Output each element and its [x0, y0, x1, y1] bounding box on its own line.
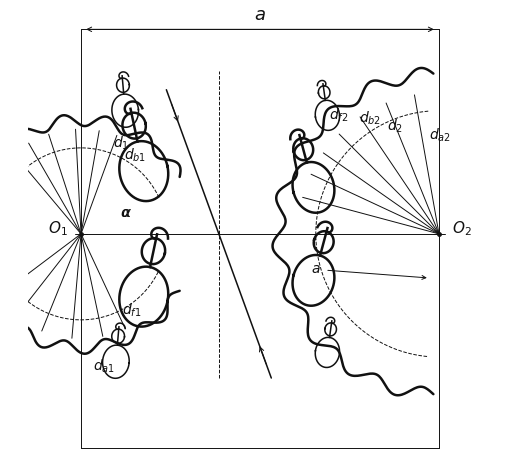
- Text: $a$: $a$: [254, 6, 266, 24]
- Text: $d_{a2}$: $d_{a2}$: [429, 127, 451, 144]
- Text: $O_1$: $O_1$: [48, 219, 68, 238]
- Text: $a$: $a$: [311, 262, 321, 276]
- Text: $d_{b1}$: $d_{b1}$: [124, 147, 147, 164]
- Text: $d_{b2}$: $d_{b2}$: [359, 110, 381, 127]
- Text: $d_{f2}$: $d_{f2}$: [329, 106, 348, 124]
- Text: $d_{a1}$: $d_{a1}$: [93, 358, 114, 375]
- Text: $d_2$: $d_2$: [387, 117, 402, 134]
- Text: $d_1$: $d_1$: [113, 134, 128, 152]
- Text: $\alpha$: $\alpha$: [120, 206, 131, 220]
- Text: $\alpha$: $\alpha$: [121, 206, 132, 220]
- Text: $O_2$: $O_2$: [452, 219, 472, 238]
- Text: $d_{f1}$: $d_{f1}$: [122, 302, 141, 319]
